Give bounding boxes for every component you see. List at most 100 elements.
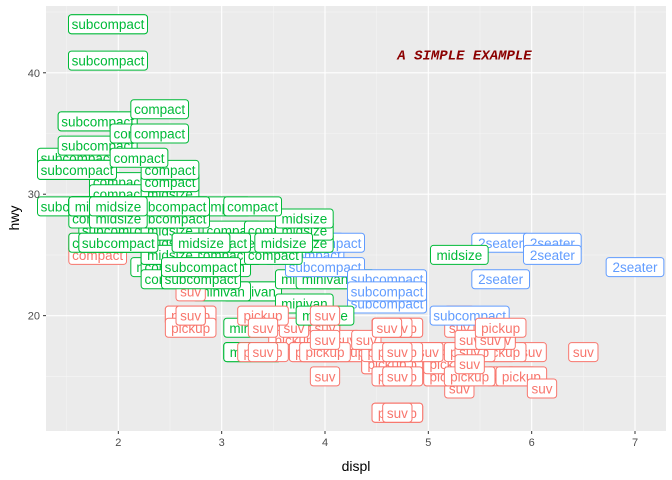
point-label-text: midsize [261, 236, 307, 251]
point-label-text: subcompact [72, 17, 145, 32]
point-label-box [371, 317, 403, 338]
point-label-text: suv [314, 333, 335, 348]
point-label-box [78, 232, 159, 253]
point-label-text: pickup [481, 321, 520, 336]
point-label-text: suv [387, 369, 408, 384]
point-label-text: 2seater [478, 272, 524, 287]
point-label-text: suv [314, 369, 335, 384]
point-label: suv [371, 317, 403, 338]
point-label: suv [526, 378, 558, 399]
point-label: subcompact [37, 159, 117, 180]
x-tick-label: 6 [529, 437, 535, 449]
point-label: compact [109, 147, 169, 168]
point-label: subcompact [68, 50, 148, 71]
point-label-text: suv [376, 321, 397, 336]
point-label: suv [309, 329, 341, 350]
point-label-box [347, 281, 427, 302]
point-labels: compactcompactcompactcompactcompactcompa… [37, 14, 665, 423]
point-label: suv [454, 354, 485, 375]
point-label-box [68, 14, 148, 35]
point-label-text: subcompact [41, 163, 114, 178]
point-label: suv [382, 342, 413, 363]
point-label: subcompact [161, 257, 241, 278]
y-axis-title: hwy [6, 206, 22, 231]
x-axis-title: displ [342, 458, 371, 474]
point-label: suv [247, 342, 279, 363]
point-label: suv [309, 305, 341, 326]
point-label: midsize [274, 208, 334, 229]
point-label-box [526, 378, 558, 399]
point-label: midsize [88, 196, 148, 217]
point-label-text: midsize [178, 236, 224, 251]
point-label-box [247, 317, 279, 338]
point-label: compact [130, 123, 190, 144]
point-label: suv [247, 317, 279, 338]
point-label-text: midsize [281, 212, 327, 227]
point-label-box [522, 244, 582, 265]
y-tick-label: 30 [28, 189, 40, 201]
point-label-box [285, 257, 365, 278]
x-tick-label: 4 [322, 437, 328, 449]
point-label-text: suv [459, 333, 480, 348]
point-label: 2seater [471, 269, 531, 290]
point-label-box [161, 257, 241, 278]
point-label-text: subcompact [289, 260, 362, 275]
point-label-text: midsize [436, 248, 482, 263]
point-label: midsize [254, 232, 314, 253]
point-label-text: subcompact [82, 236, 155, 251]
point-label-box [88, 196, 148, 217]
point-label: 2seater [605, 257, 665, 278]
point-label: 2seater [522, 244, 582, 265]
x-tick-label: 2 [115, 437, 121, 449]
point-label: subcompact [68, 14, 148, 35]
point-label-box [274, 208, 334, 229]
point-label-text: compact [113, 151, 164, 166]
point-label-text: suv [418, 345, 439, 360]
point-label-text: suv [521, 345, 542, 360]
point-label: subcompact [78, 232, 159, 253]
point-label-text: suv [459, 357, 480, 372]
point-label: midsize [429, 244, 489, 265]
point-label-text: suv [180, 309, 201, 324]
y-axis-ticks: 20 30 40 [28, 68, 46, 323]
point-label-box [37, 159, 117, 180]
point-label-text: compact [134, 102, 185, 117]
point-label-box [309, 329, 341, 350]
point-label-box [309, 305, 341, 326]
point-label-box [454, 354, 485, 375]
point-label-text: compact [134, 127, 185, 142]
point-label-text: suv [252, 345, 273, 360]
point-label-text: subcompact [351, 284, 424, 299]
chart-annotation: A SIMPLE EXAMPLE [396, 49, 532, 65]
point-label-box [109, 147, 169, 168]
point-label-box [309, 366, 341, 387]
point-label-text: 2seater [530, 248, 576, 263]
point-label: subcompact [130, 196, 210, 217]
point-label-box [130, 123, 190, 144]
point-label-box [175, 305, 206, 326]
point-label-box [130, 99, 190, 120]
point-label-box [471, 269, 531, 290]
point-label: midsize [171, 232, 231, 253]
point-label-box [429, 244, 489, 265]
point-label-text: suv [531, 382, 552, 397]
point-label-box [382, 402, 413, 423]
point-label-text: subcompact [72, 54, 145, 69]
point-label: subcompact [347, 281, 427, 302]
point-label-box [254, 232, 314, 253]
point-label-text: compact [227, 199, 278, 214]
point-label-box [605, 257, 665, 278]
point-label: suv [382, 402, 413, 423]
point-label: subcompact [429, 305, 510, 326]
point-label-box [382, 366, 413, 387]
y-tick-label: 20 [28, 311, 40, 323]
point-label: suv [382, 366, 413, 387]
point-label-text: subcompact [165, 260, 238, 275]
point-label-box [382, 342, 413, 363]
point-label-text: midsize [95, 199, 141, 214]
point-label-text: 2seater [478, 236, 524, 251]
point-label-box [247, 342, 279, 363]
point-label-text: subcompact [134, 199, 207, 214]
point-label-text: 2seater [612, 260, 658, 275]
